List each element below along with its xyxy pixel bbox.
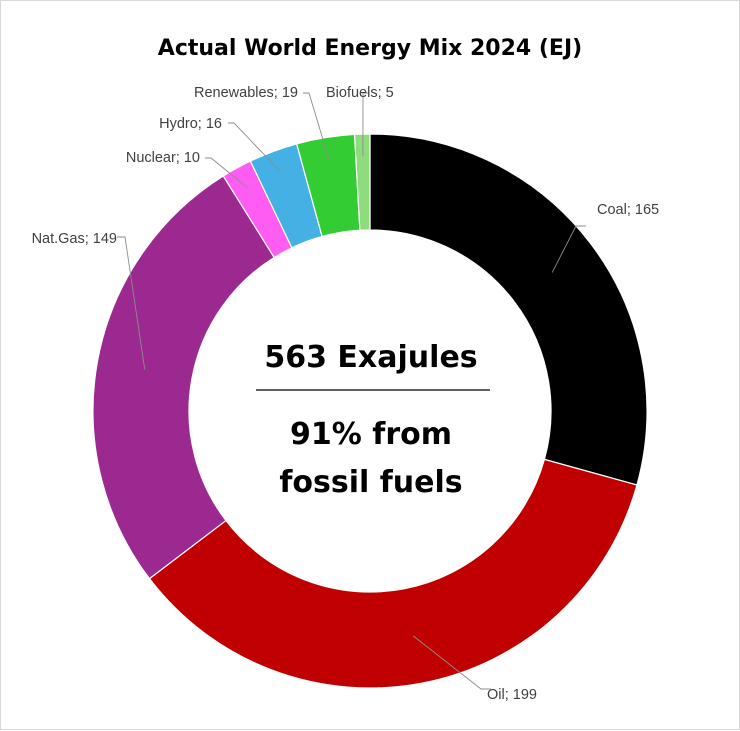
data-label-natgas: Nat.Gas; 149 [32,231,117,247]
data-label-renewables: Renewables; 19 [194,85,298,101]
leader-line-natgas [117,236,146,370]
donut-slices [92,133,648,689]
slice-natgas [92,175,275,580]
data-label-hydro: Hydro; 16 [159,116,222,132]
leader-line-renewables [303,92,330,160]
chart-title: Actual World Energy Mix 2024 (EJ) [158,36,582,61]
fossil-share-line-1: 91% from [290,417,452,452]
leader-line-oil [412,635,491,690]
data-label-coal: Coal; 165 [597,202,659,218]
data-label-biofuels: Biofuels; 5 [326,85,394,101]
leader-line-hydro [228,122,282,173]
slice-oil [148,458,638,689]
slice-coal [369,133,648,486]
leader-line-coal [551,225,586,273]
leader-lines [117,92,586,690]
data-label-oil: Oil; 199 [487,687,537,703]
leader-line-biofuels [362,92,369,157]
total-energy-text: 563 Exajules [264,340,477,375]
leader-line-nuclear [205,157,248,188]
data-label-nuclear: Nuclear; 10 [126,150,200,166]
slice-biofuels [353,133,371,231]
data-labels: Coal; 165 Oil; 199 Nat.Gas; 149 Nuclear; 10… [32,85,660,703]
fossil-share-line-2: fossil fuels [279,465,462,500]
